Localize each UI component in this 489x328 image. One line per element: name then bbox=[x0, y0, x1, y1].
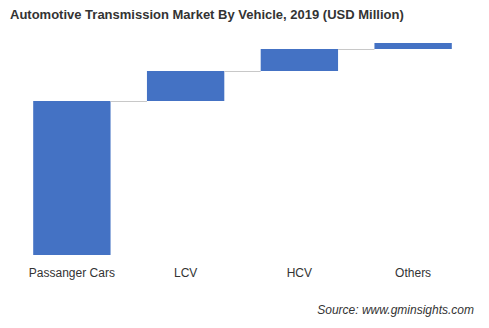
source: Source: www.gminsights.com bbox=[317, 303, 474, 317]
category-label: Others bbox=[395, 266, 431, 280]
bar bbox=[374, 43, 451, 49]
chart-root: Automotive Transmission Market By Vehicl… bbox=[0, 0, 489, 328]
marks bbox=[33, 43, 452, 255]
category-label: HCV bbox=[287, 266, 312, 280]
connector bbox=[224, 71, 260, 72]
connector bbox=[111, 101, 147, 102]
bar bbox=[33, 101, 110, 255]
title: Automotive Transmission Market By Vehicl… bbox=[10, 7, 404, 22]
bar bbox=[261, 49, 338, 71]
connector bbox=[338, 49, 374, 50]
category-label: LCV bbox=[174, 266, 197, 280]
bar bbox=[147, 71, 224, 101]
chart-svg: Automotive Transmission Market By Vehicl… bbox=[0, 0, 489, 328]
category-label: Passanger Cars bbox=[29, 266, 115, 280]
